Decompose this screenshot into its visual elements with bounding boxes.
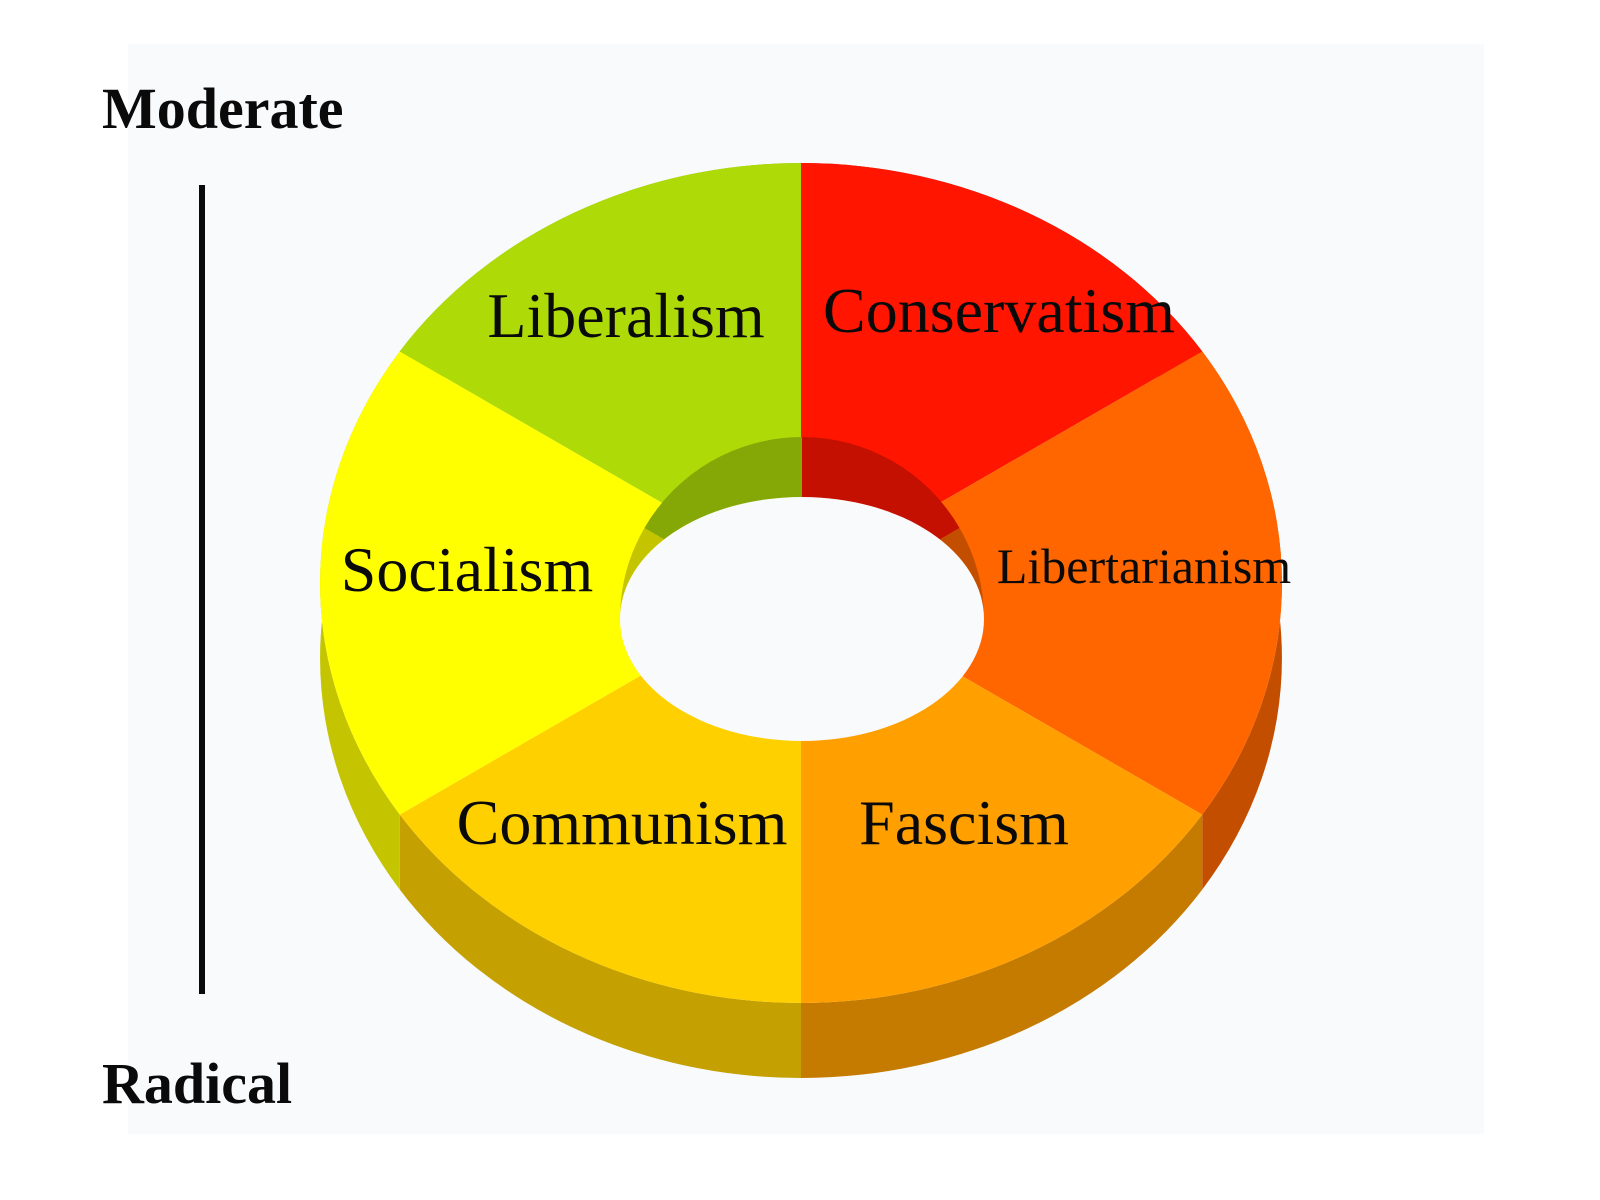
svg-text:Socialism: Socialism — [341, 534, 593, 605]
svg-text:Communism: Communism — [457, 787, 788, 858]
svg-text:Liberalism: Liberalism — [487, 280, 764, 351]
svg-text:Libertarianism: Libertarianism — [997, 538, 1291, 594]
svg-text:Fascism: Fascism — [859, 787, 1069, 858]
svg-text:Conservatism: Conservatism — [823, 275, 1175, 346]
